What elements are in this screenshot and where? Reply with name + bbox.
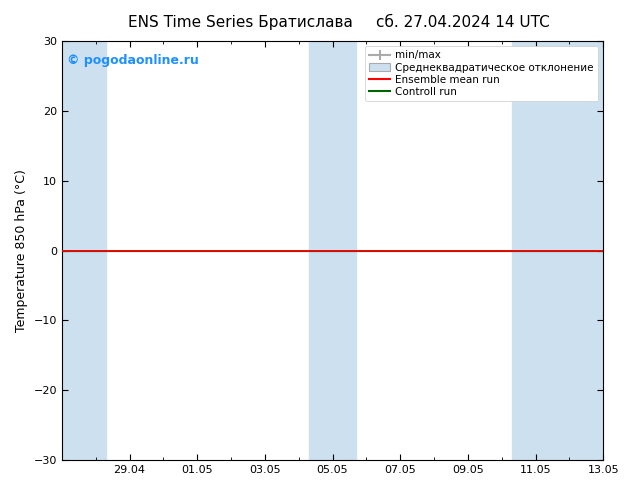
Bar [309, 41, 356, 460]
Bar [62, 41, 106, 460]
Text: © pogodaonline.ru: © pogodaonline.ru [67, 53, 199, 67]
Text: сб. 27.04.2024 14 UTC: сб. 27.04.2024 14 UTC [376, 15, 550, 30]
Legend: min/max, Среднеквадратическое отклонение, Ensemble mean run, Controll run: min/max, Среднеквадратическое отклонение… [365, 46, 598, 101]
Text: ENS Time Series Братислава: ENS Time Series Братислава [129, 15, 353, 30]
Y-axis label: Temperature 850 hPa (°C): Temperature 850 hPa (°C) [15, 169, 28, 332]
Bar [512, 41, 603, 460]
